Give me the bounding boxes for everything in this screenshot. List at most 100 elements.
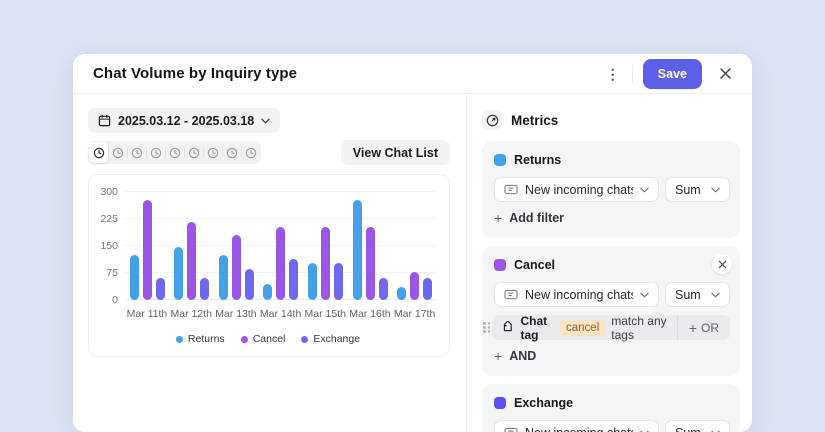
bar-exchange: [289, 259, 298, 300]
aggregation-select-value: Sum: [675, 426, 704, 432]
filter-field-label: Chat tag: [520, 314, 554, 342]
calendar-icon: [98, 114, 111, 127]
metric-card-cancel: CancelNew incoming chatsSumChat tagcance…: [482, 246, 740, 376]
date-range-label: 2025.03.12 - 2025.03.18: [118, 114, 254, 128]
y-tick-label: 75: [106, 267, 118, 279]
chart-panel: 2025.03.12 - 2025.03.18 View Chat List 0…: [73, 94, 467, 432]
interval-option-4[interactable]: [146, 142, 165, 163]
x-tick-label: Mar 17th: [394, 308, 435, 320]
metric-select-value: New incoming chats: [525, 183, 633, 197]
legend-label: Cancel: [253, 333, 286, 345]
bar-cancel: [187, 222, 196, 300]
incoming-chat-icon: [504, 427, 518, 432]
y-tick-label: 225: [100, 213, 118, 225]
interval-option-5[interactable]: [165, 142, 184, 163]
bar-group: [353, 200, 388, 300]
bar-returns: [174, 247, 183, 300]
x-tick-label: Mar 14th: [260, 308, 301, 320]
bar-cancel: [143, 200, 152, 300]
metric-select-value: New incoming chats: [525, 426, 633, 432]
filter-condition-label: match any tags: [611, 314, 668, 342]
add-filter-label: Add filter: [509, 211, 564, 225]
metric-select[interactable]: New incoming chats: [494, 177, 659, 202]
clock-icon: [188, 147, 200, 159]
chat-volume-modal: Chat Volume by Inquiry type ⋮ Save 2025.…: [73, 54, 752, 432]
header-divider: [632, 65, 633, 83]
metrics-panel: Metrics ReturnsNew incoming chatsSum+Add…: [467, 94, 752, 432]
date-range-picker[interactable]: 2025.03.12 - 2025.03.18: [88, 108, 280, 133]
bar-cancel: [276, 227, 285, 300]
aggregation-select[interactable]: Sum: [665, 282, 730, 307]
metric-select[interactable]: New incoming chats: [494, 282, 659, 307]
legend-dot: [301, 336, 308, 343]
legend-label: Returns: [188, 333, 225, 345]
add-filter-button[interactable]: +Add filter: [494, 211, 564, 225]
legend-dot: [241, 336, 248, 343]
metric-card-header: Exchange: [494, 394, 730, 412]
bar-exchange: [245, 269, 254, 300]
metric-card-exchange: ExchangeNew incoming chatsSumChat tagExc…: [482, 384, 740, 432]
kebab-icon: ⋮: [606, 67, 620, 81]
plus-icon: +: [689, 321, 697, 335]
close-button[interactable]: [712, 61, 738, 87]
and-label: AND: [509, 349, 536, 363]
save-button[interactable]: Save: [643, 59, 702, 89]
interval-option-8[interactable]: [222, 142, 241, 163]
remove-metric-button[interactable]: [712, 254, 732, 274]
aggregation-select[interactable]: Sum: [665, 420, 730, 432]
aggregation-select-value: Sum: [675, 183, 704, 197]
metric-controls-row: New incoming chats Sum: [494, 420, 730, 432]
x-tick-label: Mar 12th: [171, 308, 212, 320]
metric-card-header: Returns: [494, 151, 730, 169]
clock-icon: [112, 147, 124, 159]
legend-item-exchange: Exchange: [301, 333, 360, 345]
metric-controls-row: New incoming chats Sum: [494, 282, 730, 307]
bar-chart-card: 075150225300 Mar 11thMar 12thMar 13thMar…: [88, 174, 450, 357]
page-title: Chat Volume by Inquiry type: [93, 65, 600, 82]
bar-returns: [353, 200, 362, 300]
filters-list: Chat tagcancelmatch any tags+OR: [494, 315, 730, 340]
more-options-button[interactable]: ⋮: [600, 61, 626, 87]
bar-returns: [130, 255, 139, 300]
series-color-swatch: [494, 397, 506, 409]
bar-returns: [219, 255, 228, 300]
y-tick-label: 300: [100, 186, 118, 198]
chevron-down-icon: [711, 187, 720, 193]
drag-handle-icon[interactable]: [483, 322, 491, 333]
view-chat-list-button[interactable]: View Chat List: [341, 140, 450, 165]
x-tick-label: Mar 13th: [215, 308, 256, 320]
metric-select[interactable]: New incoming chats: [494, 420, 659, 432]
clock-icon: [226, 147, 238, 159]
add-or-condition-button[interactable]: +OR: [687, 321, 721, 335]
metric-card-returns: Returns New incoming chats Sum +Add filter: [482, 141, 740, 238]
interval-option-7[interactable]: [203, 142, 222, 163]
series-color-swatch: [494, 154, 506, 166]
clock-icon: [150, 147, 162, 159]
metric-name: Exchange: [514, 396, 573, 410]
legend-item-returns: Returns: [176, 333, 225, 345]
bar-cancel: [410, 272, 419, 300]
add-and-condition-button[interactable]: +AND: [494, 349, 536, 363]
clock-icon: [207, 147, 219, 159]
bar-cancel: [321, 227, 330, 300]
interval-option-3[interactable]: [127, 142, 146, 163]
interval-option-1[interactable]: [89, 142, 108, 163]
clock-icon: [131, 147, 143, 159]
aggregation-select[interactable]: Sum: [665, 177, 730, 202]
interval-option-9[interactable]: [241, 142, 260, 163]
bar-exchange: [379, 278, 388, 300]
page-background: { "header": { "title": "Chat Volume by I…: [0, 0, 825, 432]
bar-exchange: [200, 278, 209, 300]
metric-select-value: New incoming chats: [525, 288, 633, 302]
chart-x-axis: Mar 11thMar 12thMar 13thMar 14thMar 15th…: [125, 308, 437, 320]
bar-exchange: [156, 278, 165, 300]
chart-y-axis: 075150225300: [99, 192, 125, 300]
metric-controls-row: New incoming chats Sum: [494, 177, 730, 202]
interval-option-2[interactable]: [108, 142, 127, 163]
interval-option-6[interactable]: [184, 142, 203, 163]
bar-group: [308, 227, 343, 300]
legend-label: Exchange: [313, 333, 360, 345]
bar-exchange: [423, 278, 432, 300]
filter-pill[interactable]: Chat tagcancelmatch any tags+OR: [492, 315, 730, 340]
or-divider: [677, 315, 678, 340]
